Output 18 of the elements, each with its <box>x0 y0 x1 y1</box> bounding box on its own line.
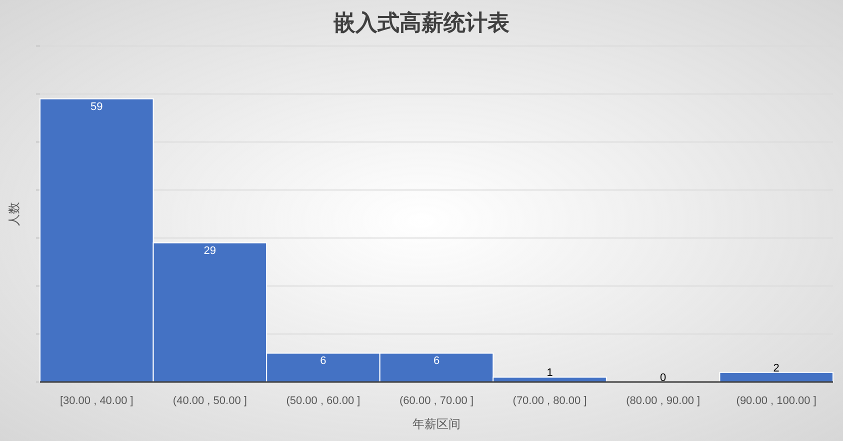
data-label: 6 <box>433 355 440 368</box>
x-tick-label: (70.00 , 80.00 ] <box>512 395 587 407</box>
data-label: 59 <box>90 100 103 113</box>
x-tick-label: (50.00 , 60.00 ] <box>286 395 360 407</box>
x-tick-label: (60.00 , 70.00 ] <box>400 395 474 407</box>
x-tick-label: [30.00 , 40.00 ] <box>60 395 134 407</box>
x-tick-label: (90.00 , 100.00 ] <box>736 395 816 407</box>
chart-title: 嵌入式高薪统计表 <box>332 10 510 35</box>
data-label: 2 <box>773 362 780 374</box>
data-label: 0 <box>660 372 666 384</box>
x-tick-label: (40.00 , 50.00 ] <box>172 395 247 407</box>
data-label: 6 <box>320 355 326 368</box>
data-label: 1 <box>546 367 553 380</box>
bar <box>719 372 834 382</box>
y-axis-title: 人数 <box>7 202 21 226</box>
data-label: 29 <box>204 244 216 257</box>
x-tick-label: (80.00 , 90.00 ] <box>626 395 700 407</box>
x-axis-title: 年薪区间 <box>412 417 460 431</box>
